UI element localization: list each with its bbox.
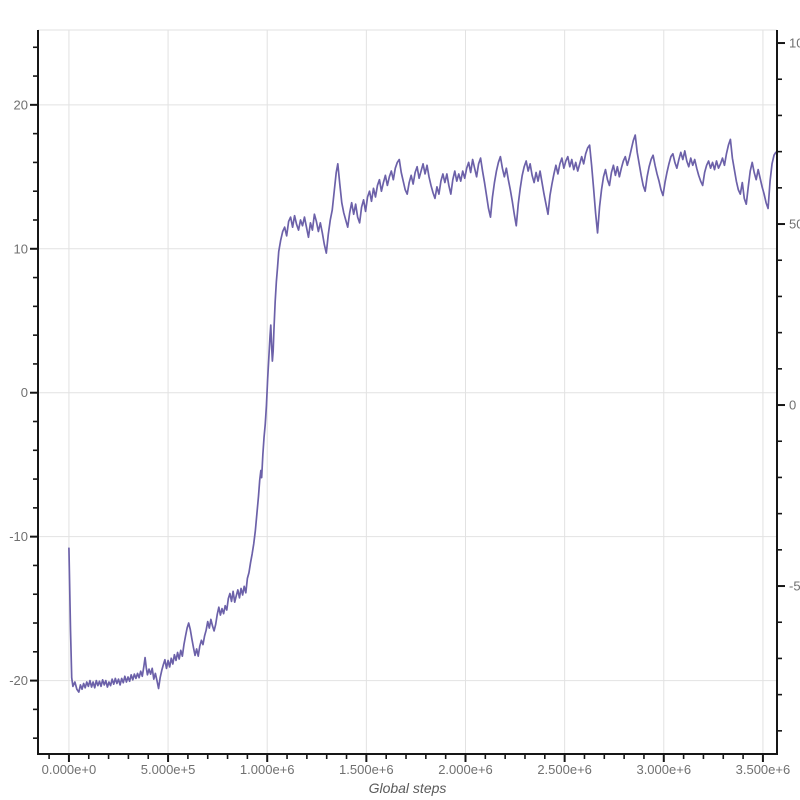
left-tick-label: -20 xyxy=(9,673,28,688)
left-tick-label: -10 xyxy=(9,529,28,544)
right-tick-label: 100 xyxy=(789,36,800,51)
x-tick-label: 0.000e+0 xyxy=(42,762,97,777)
right-tick-label: -50 xyxy=(789,579,800,594)
x-axis-label: Global steps xyxy=(368,780,447,796)
left-tick-label: 20 xyxy=(14,97,28,112)
x-tick-label: 5.000e+5 xyxy=(141,762,196,777)
right-tick-label: 50 xyxy=(789,217,800,232)
data-line-value xyxy=(68,134,777,693)
x-tick-label: 2.500e+6 xyxy=(537,762,592,777)
x-tick-label: 1.000e+6 xyxy=(240,762,295,777)
x-tick-label: 2.000e+6 xyxy=(438,762,493,777)
left-tick-label: 0 xyxy=(21,385,28,400)
x-tick-label: 3.000e+6 xyxy=(636,762,691,777)
x-tick-label: 3.500e+6 xyxy=(736,762,791,777)
x-tick-label: 1.500e+6 xyxy=(339,762,394,777)
left-tick-label: 10 xyxy=(14,241,28,256)
right-tick-label: 0 xyxy=(789,398,796,413)
